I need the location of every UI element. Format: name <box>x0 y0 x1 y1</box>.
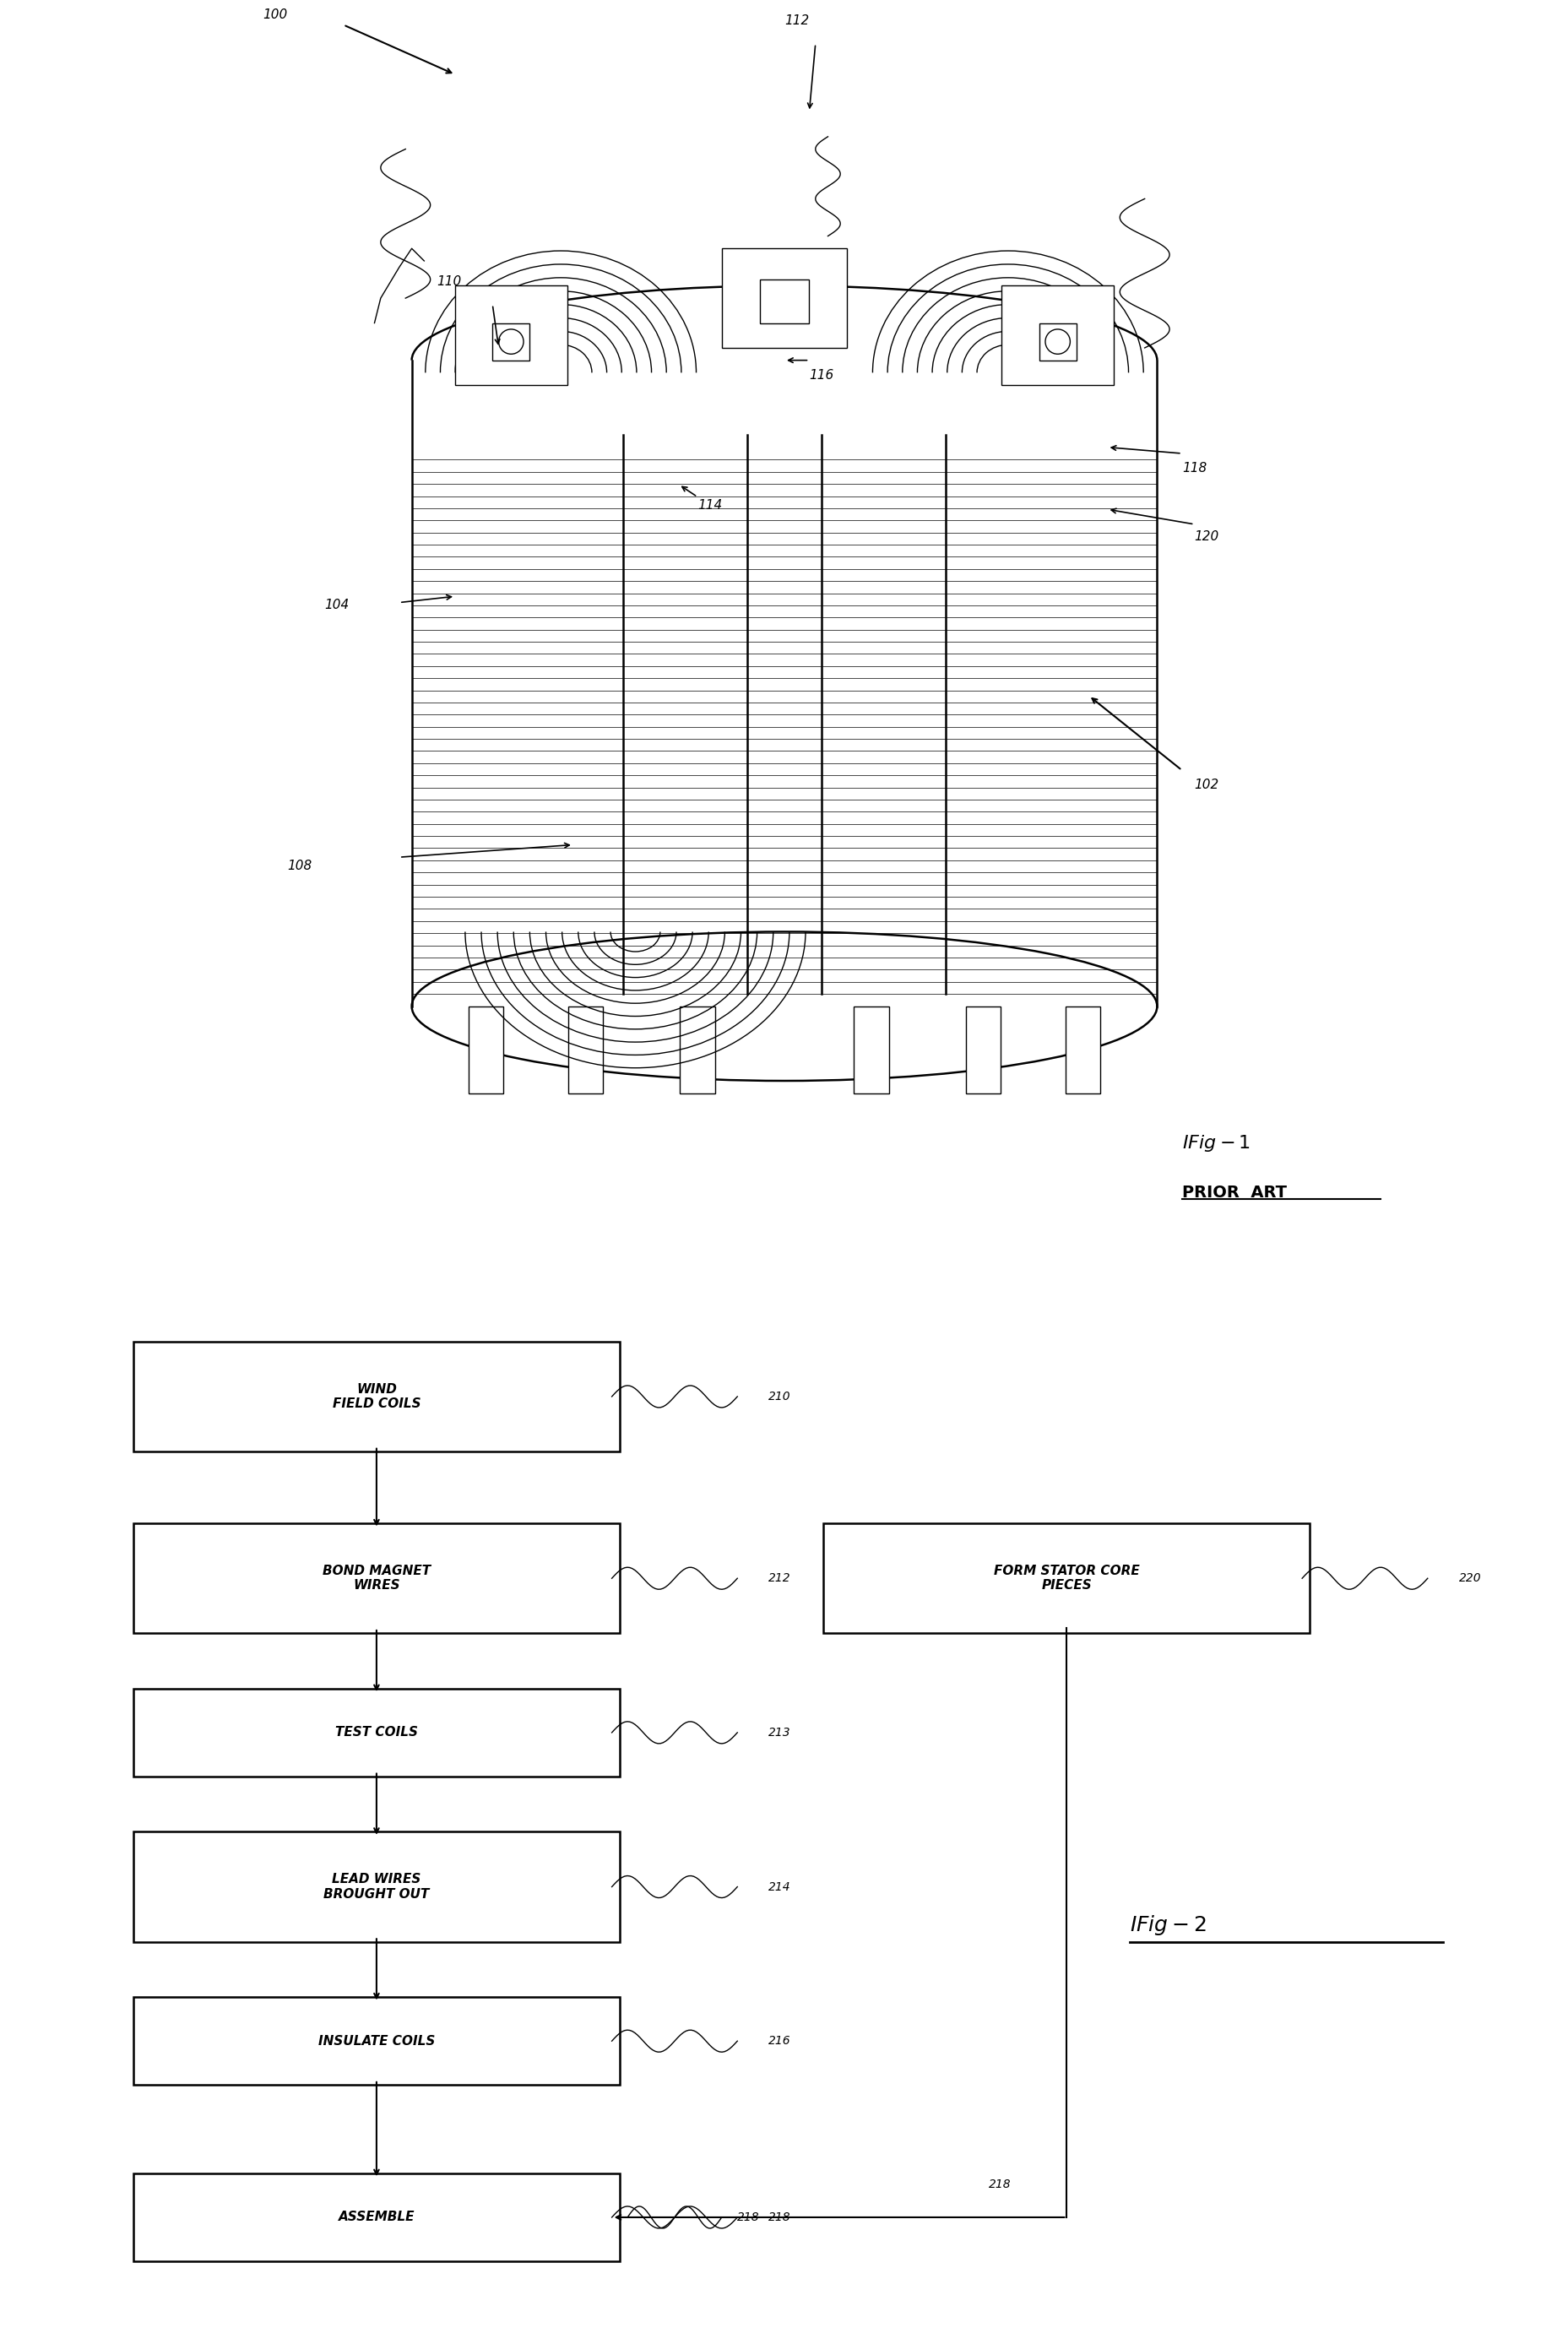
Text: $\mathit{IFig-1}$: $\mathit{IFig-1}$ <box>1181 1132 1250 1153</box>
Text: 212: 212 <box>768 1573 790 1585</box>
Text: $\mathit{IFig-2}$: $\mathit{IFig-2}$ <box>1129 1913 1206 1936</box>
FancyBboxPatch shape <box>133 1997 619 2086</box>
Text: 218: 218 <box>737 2210 759 2222</box>
FancyBboxPatch shape <box>133 2173 619 2262</box>
Text: 110: 110 <box>436 277 461 288</box>
Bar <box>853 1006 889 1092</box>
Text: FORM STATOR CORE
PIECES: FORM STATOR CORE PIECES <box>994 1566 1138 1592</box>
Bar <box>492 323 530 361</box>
FancyBboxPatch shape <box>823 1524 1309 1634</box>
FancyBboxPatch shape <box>133 1341 619 1451</box>
Text: PRIOR  ART: PRIOR ART <box>1181 1184 1286 1200</box>
Bar <box>469 1006 503 1092</box>
Text: 116: 116 <box>809 368 834 382</box>
FancyBboxPatch shape <box>133 1688 619 1777</box>
Text: 214: 214 <box>768 1880 790 1892</box>
Bar <box>759 279 809 323</box>
Text: 220: 220 <box>1458 1573 1480 1585</box>
Text: 108: 108 <box>287 860 312 872</box>
Text: 213: 213 <box>768 1728 790 1739</box>
Text: 210: 210 <box>768 1390 790 1402</box>
Text: 218: 218 <box>988 2178 1010 2189</box>
Bar <box>568 1006 602 1092</box>
FancyBboxPatch shape <box>133 1524 619 1634</box>
Text: 104: 104 <box>325 598 350 612</box>
Text: 112: 112 <box>784 14 809 28</box>
Text: 102: 102 <box>1193 778 1218 792</box>
Text: BOND MAGNET
WIRES: BOND MAGNET WIRES <box>323 1566 430 1592</box>
Text: INSULATE COILS: INSULATE COILS <box>318 2035 434 2046</box>
Bar <box>1065 1006 1099 1092</box>
Text: 216: 216 <box>768 2035 790 2046</box>
Bar <box>966 1006 1000 1092</box>
FancyBboxPatch shape <box>133 1831 619 1941</box>
Text: 118: 118 <box>1181 462 1206 473</box>
Text: WIND
FIELD COILS: WIND FIELD COILS <box>332 1383 420 1411</box>
Text: TEST COILS: TEST COILS <box>336 1725 417 1739</box>
Bar <box>1038 323 1076 361</box>
Text: ASSEMBLE: ASSEMBLE <box>339 2210 414 2224</box>
FancyBboxPatch shape <box>721 248 847 347</box>
FancyBboxPatch shape <box>1002 286 1113 384</box>
Text: 218: 218 <box>768 2210 790 2222</box>
FancyBboxPatch shape <box>455 286 566 384</box>
Text: 100: 100 <box>262 9 287 21</box>
Text: LEAD WIRES
BROUGHT OUT: LEAD WIRES BROUGHT OUT <box>323 1873 430 1901</box>
Text: 114: 114 <box>698 499 721 511</box>
Text: 120: 120 <box>1193 530 1218 544</box>
Bar <box>679 1006 715 1092</box>
